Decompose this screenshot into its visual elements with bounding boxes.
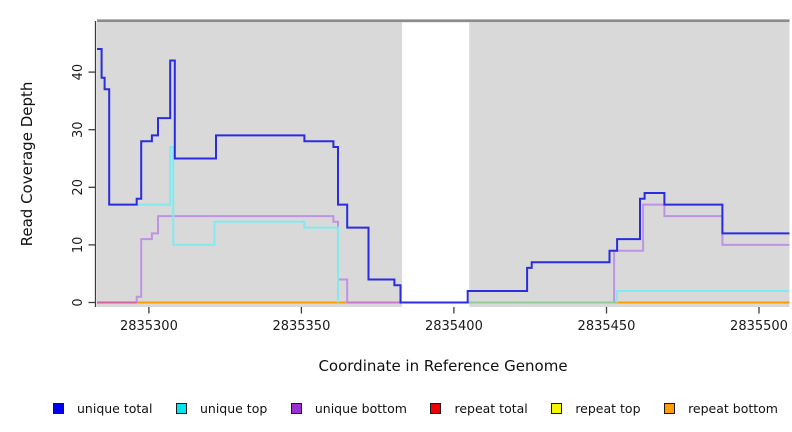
y-tick-label: 10 bbox=[71, 237, 86, 254]
legend-label: repeat bottom bbox=[688, 400, 778, 416]
legend-swatch-repeat-bottom bbox=[664, 402, 676, 414]
x-tick-label: 2835400 bbox=[425, 319, 483, 334]
legend-item: unique bottom bbox=[290, 400, 407, 416]
y-tick-label: 20 bbox=[71, 179, 86, 196]
series-unique-top bbox=[109, 146, 339, 303]
x-tick-label: 2835450 bbox=[578, 319, 636, 334]
legend-label: unique total bbox=[77, 400, 153, 416]
legend-label: unique top bbox=[199, 400, 268, 416]
legend-item: unique top bbox=[175, 400, 268, 416]
x-tick-label: 2835300 bbox=[120, 319, 178, 334]
x-tick-label: 2835350 bbox=[272, 319, 330, 334]
legend-label: unique bottom bbox=[314, 400, 407, 416]
legend-swatch-repeat-top bbox=[551, 402, 563, 414]
legend-item: unique total bbox=[53, 401, 152, 416]
x-axis-title: Coordinate in Reference Genome bbox=[318, 357, 568, 375]
y-tick-label: 0 bbox=[71, 298, 86, 306]
y-tick-label: 40 bbox=[71, 64, 86, 81]
legend-item: repeat total bbox=[430, 400, 528, 416]
legend-label: repeat top bbox=[575, 400, 641, 416]
legend-swatch-unique-top bbox=[175, 402, 187, 414]
masked-region bbox=[402, 22, 470, 307]
y-tick-label: 30 bbox=[71, 121, 86, 138]
legend-label: repeat total bbox=[454, 400, 528, 416]
legend-item: repeat top bbox=[551, 400, 641, 416]
coverage-plot: 0 10 20 30 40 2835300 2835350 2835400 2835450 283… bbox=[71, 19, 790, 334]
x-tick-label: 2835500 bbox=[730, 319, 788, 334]
legend-swatch-unique-bottom bbox=[290, 402, 302, 414]
series-unique-top bbox=[616, 290, 790, 303]
legend-swatch-repeat-total bbox=[430, 402, 442, 414]
y-axis-title: Read Coverage Depth bbox=[18, 81, 36, 247]
series-unique-total bbox=[97, 48, 790, 304]
legend-item: repeat bottom bbox=[664, 401, 778, 416]
legend-swatch-unique-total bbox=[53, 402, 64, 414]
legend: unique total unique top unique bottom repea… bbox=[53, 399, 778, 417]
